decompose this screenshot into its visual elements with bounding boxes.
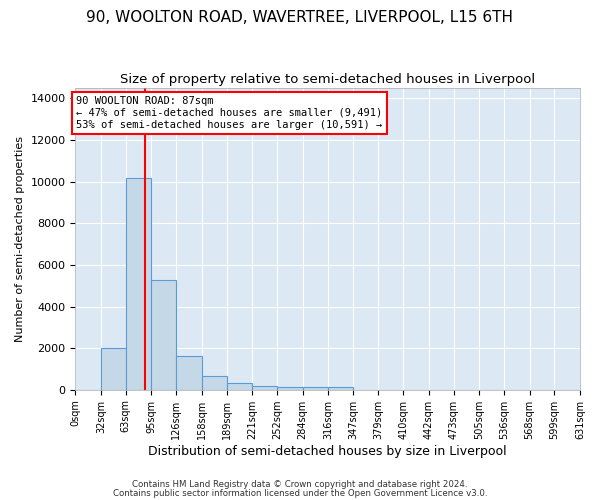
Bar xyxy=(202,376,227,390)
Bar xyxy=(277,386,302,390)
Text: 90 WOOLTON ROAD: 87sqm
← 47% of semi-detached houses are smaller (9,491)
53% of : 90 WOOLTON ROAD: 87sqm ← 47% of semi-det… xyxy=(76,96,382,130)
Bar xyxy=(227,384,252,390)
X-axis label: Distribution of semi-detached houses by size in Liverpool: Distribution of semi-detached houses by … xyxy=(148,444,507,458)
Text: 90, WOOLTON ROAD, WAVERTREE, LIVERPOOL, L15 6TH: 90, WOOLTON ROAD, WAVERTREE, LIVERPOOL, … xyxy=(86,10,514,25)
Bar xyxy=(328,387,353,390)
Text: Contains public sector information licensed under the Open Government Licence v3: Contains public sector information licen… xyxy=(113,488,487,498)
Bar xyxy=(252,386,277,390)
Y-axis label: Number of semi-detached properties: Number of semi-detached properties xyxy=(15,136,25,342)
Bar xyxy=(176,356,202,390)
Bar xyxy=(101,348,126,390)
Bar xyxy=(126,178,151,390)
Bar xyxy=(151,280,176,390)
Bar xyxy=(302,387,328,390)
Title: Size of property relative to semi-detached houses in Liverpool: Size of property relative to semi-detach… xyxy=(120,72,535,86)
Text: Contains HM Land Registry data © Crown copyright and database right 2024.: Contains HM Land Registry data © Crown c… xyxy=(132,480,468,489)
